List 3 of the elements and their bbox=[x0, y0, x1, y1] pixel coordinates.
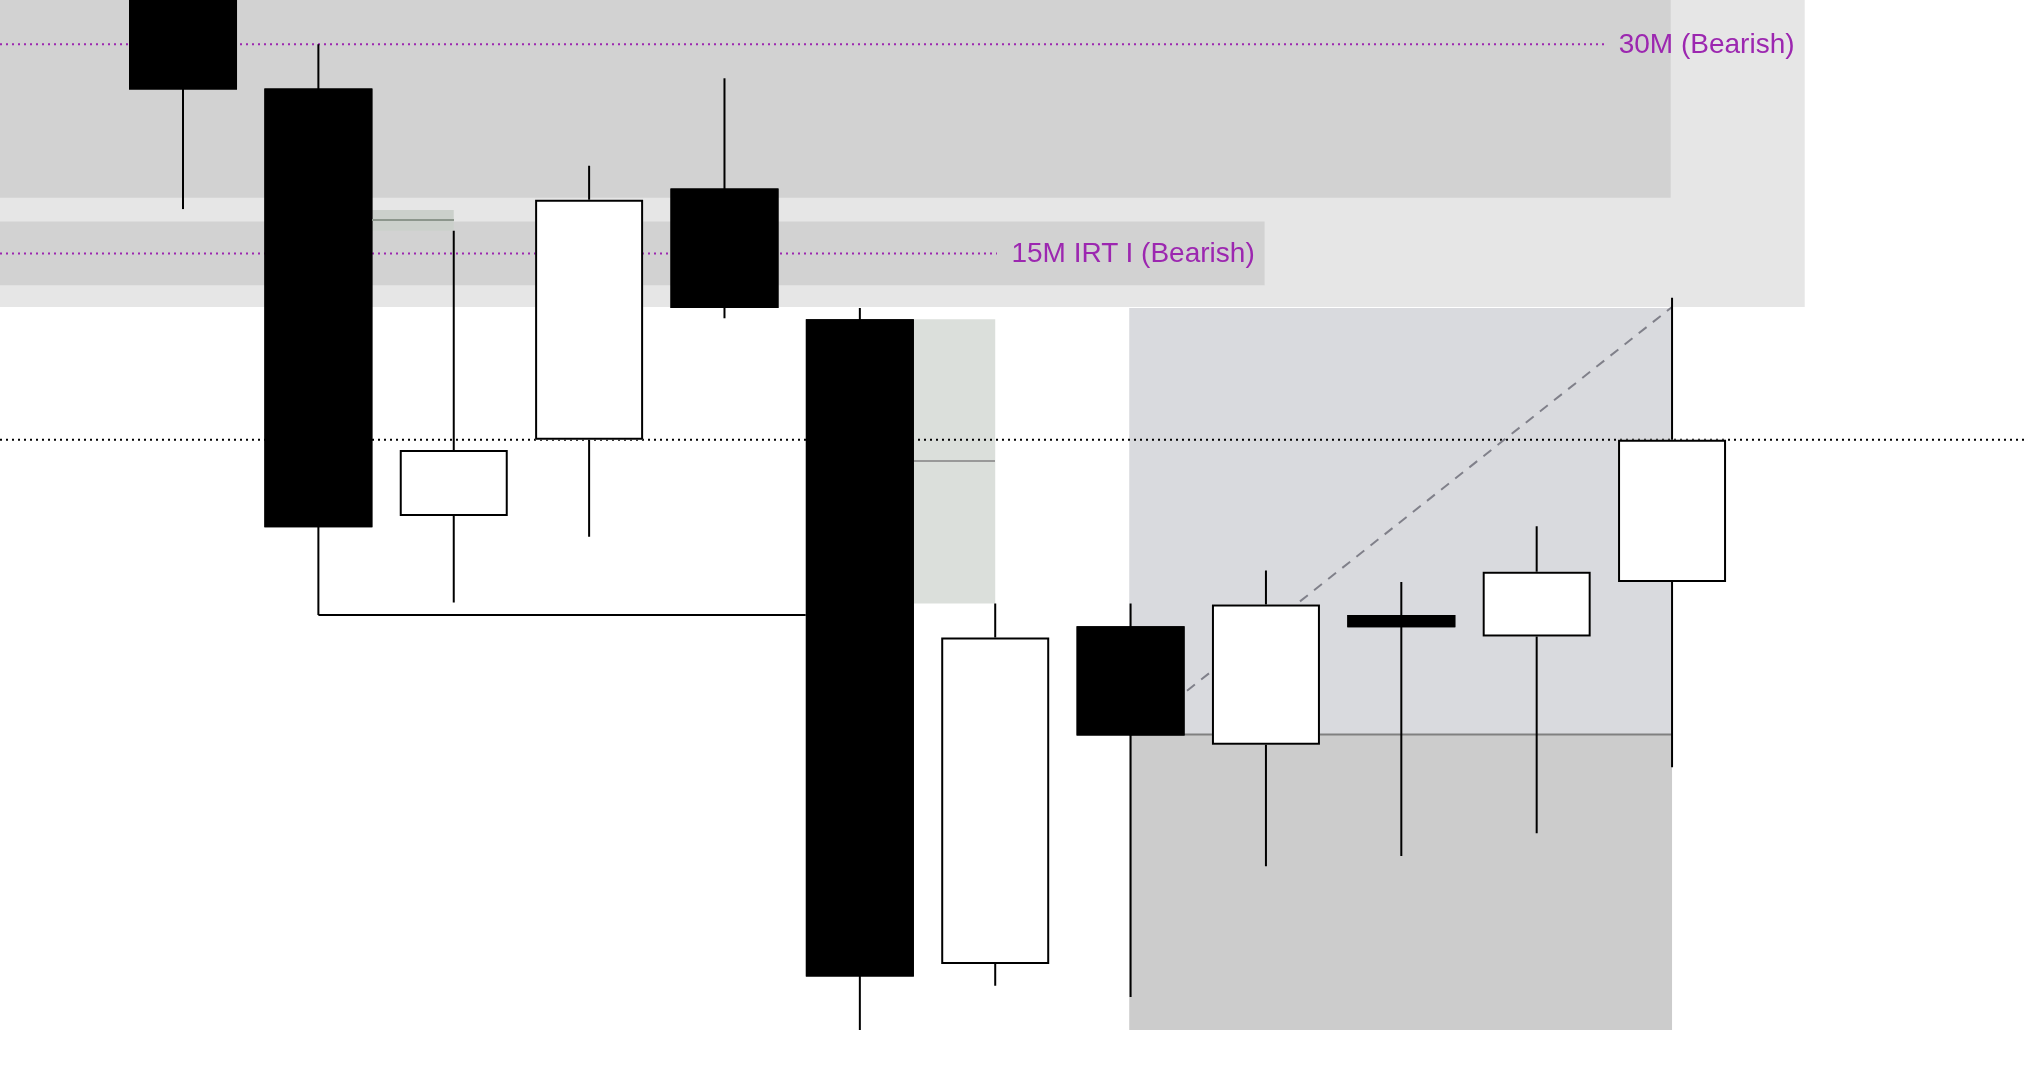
candlestick bbox=[1347, 581, 1456, 856]
ref-line-label: 30M (Bearish) bbox=[1618, 28, 1795, 60]
ref-line-label: 15M IRT I (Bearish) bbox=[1011, 237, 1255, 269]
